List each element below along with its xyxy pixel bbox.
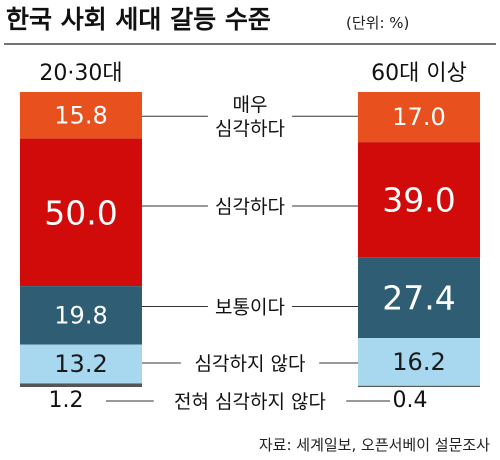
data-label: 27.4 [382, 279, 455, 318]
legend-label: 보통이다 [215, 296, 285, 318]
data-label: 1.2 [49, 388, 84, 413]
data-label: 50.0 [44, 193, 117, 232]
bar-segment [358, 257, 480, 339]
data-label: 0.4 [393, 388, 428, 413]
legend-label: 심각하다 [215, 118, 285, 140]
category-label: 60대 이상 [371, 61, 467, 86]
bar-segment [20, 344, 142, 384]
bar-segment [358, 338, 480, 386]
bar-segment [358, 142, 480, 258]
data-label: 15.8 [54, 101, 107, 129]
bar-segment [358, 385, 480, 387]
bar-segment [20, 286, 142, 345]
bar-segment [20, 92, 142, 139]
data-label: 19.8 [54, 301, 107, 329]
source-note: 자료: 세계일보, 오픈서베이 설문조사 [259, 436, 490, 454]
data-label: 16.2 [392, 348, 445, 376]
data-label: 39.0 [382, 181, 455, 220]
bars-group: 20·30대 15.8 50.0 19.8 13.2 1.2 60대 이상 17.0 39.0 2… [20, 61, 480, 413]
legend-label: 심각하지 않다 [195, 353, 306, 375]
data-label: 17.0 [392, 103, 445, 131]
bar-segment [358, 92, 480, 143]
chart-unit: (단위: %) [346, 14, 409, 32]
legend-label: 전혀 심각하지 않다 [174, 391, 326, 413]
bar-segment [20, 383, 142, 387]
legend-label: 심각하다 [215, 196, 285, 218]
chart-title: 한국 사회 세대 갈등 수준 [6, 5, 271, 34]
category-label: 20·30대 [39, 61, 122, 86]
data-label: 13.2 [54, 350, 107, 378]
bar-segment [20, 138, 142, 287]
legend-label: 매우 [233, 94, 268, 116]
